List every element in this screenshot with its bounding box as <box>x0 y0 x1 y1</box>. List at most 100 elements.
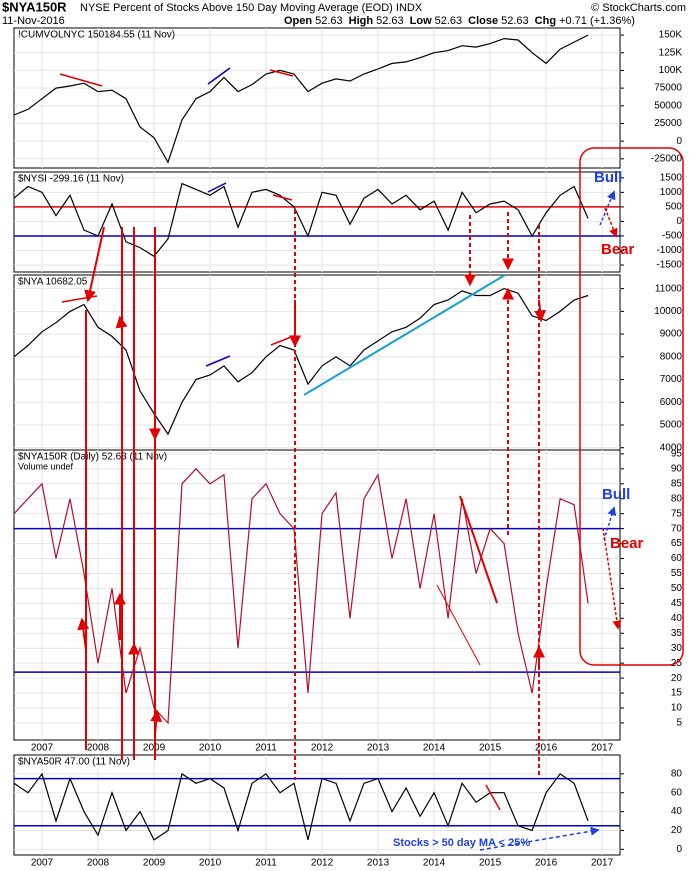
panel: 9590858075706560555045403530252015105$NY… <box>13 449 683 741</box>
x-tick-label: 2011 <box>255 858 277 869</box>
y-tick-label: 30 <box>671 643 683 654</box>
source: © StockCharts.com <box>591 2 686 14</box>
quote-value: 52.63 <box>435 15 463 27</box>
projection-arrow <box>602 527 622 630</box>
y-tick-label: 20 <box>671 825 683 836</box>
trend-line <box>459 495 498 604</box>
y-tick-label: -500 <box>662 231 682 242</box>
y-tick-label: 9000 <box>660 329 683 340</box>
x-tick-label: 2008 <box>87 858 110 869</box>
y-tick-label: 90 <box>671 463 683 474</box>
date: 11-Nov-2016 <box>2 15 65 27</box>
y-tick-label: 11000 <box>655 283 683 294</box>
y-tick-label: 55 <box>671 568 683 579</box>
projection-arrow <box>599 190 616 226</box>
quote-value: 52.63 <box>315 15 343 27</box>
x-tick-label: 2010 <box>199 743 222 754</box>
trend-line <box>207 182 227 193</box>
change-label: Chg <box>535 15 556 27</box>
x-tick-label: 2012 <box>311 858 334 869</box>
plot: 150K125K100K7500050000250000-25000!CUMVO… <box>13 27 683 869</box>
x-tick-label: 2015 <box>479 858 502 869</box>
bear-label: Bear <box>601 241 635 258</box>
x-tick-label: 2012 <box>311 743 334 754</box>
x-tick-label: 2014 <box>423 858 446 869</box>
y-tick-label: -1000 <box>656 245 682 256</box>
y-tick-label: 60 <box>671 553 683 564</box>
trend-line <box>59 73 103 87</box>
y-tick-label: 95 <box>671 449 683 460</box>
x-tick-label: 2015 <box>479 743 502 754</box>
trend-line <box>269 69 294 77</box>
quote-label: Open <box>284 15 312 27</box>
y-tick-label: 50000 <box>654 100 682 111</box>
y-tick-label: 125K <box>659 47 683 58</box>
panel-label: $NYA150R (Daily) 52.63 (11 Nov) <box>18 452 167 463</box>
y-tick-label: 70 <box>671 523 683 534</box>
x-tick-label: 2014 <box>423 743 446 754</box>
x-tick-label: 2013 <box>367 858 390 869</box>
note-label: Stocks > 50 day MA < 25% <box>393 837 530 849</box>
panel-frame <box>13 754 621 856</box>
x-tick-label: 2017 <box>591 743 614 754</box>
bear-label: Bear <box>610 535 644 552</box>
y-tick-label: 40 <box>671 613 683 624</box>
quote-label: Low <box>410 15 432 27</box>
y-tick-label: 0 <box>676 216 682 227</box>
y-tick-label: 60 <box>671 787 683 798</box>
y-tick-label: 80 <box>671 493 683 504</box>
panel-sublabel: Volume undef <box>18 461 74 471</box>
panel: 150K 125K 100K 75000 50000 25000 0 -25000 !CUMVO… <box>13 27 683 169</box>
y-tick-label: 150K <box>659 30 683 41</box>
y-tick-label: 65 <box>671 538 683 549</box>
y-tick-label: 10000 <box>654 306 682 317</box>
series-line <box>13 182 589 258</box>
y-tick-label: 75 <box>671 508 683 519</box>
y-tick-label: 20 <box>671 673 683 684</box>
bull-label: Bull <box>594 169 622 186</box>
y-tick-label: 45 <box>671 598 683 609</box>
quote-label: Close <box>468 15 498 27</box>
overlay <box>59 67 684 851</box>
panel-frame <box>13 274 621 451</box>
panel-label: $NYSI -299.16 (11 Nov) <box>18 174 124 185</box>
panel-label: !CUMVOLNYC 150184.55 (11 Nov) <box>18 30 175 41</box>
y-tick-label: 85 <box>671 478 683 489</box>
y-tick-label: 0 <box>676 136 682 147</box>
panel-label: $NYA50R 47.00 (11 Nov) <box>18 757 130 768</box>
signal-arrow <box>84 226 105 303</box>
symbol: $NYA150R <box>2 0 67 14</box>
change-value: +0.71 (+1.36%) <box>559 15 635 27</box>
x-tick-label: 2017 <box>591 858 614 869</box>
bull-label: Bull <box>602 486 630 503</box>
x-tick-label: 2007 <box>31 743 54 754</box>
y-tick-label: 25000 <box>654 118 682 129</box>
y-tick-label: 1000 <box>660 187 683 198</box>
signal-arrow <box>77 617 90 651</box>
y-tick-label: 5000 <box>660 420 683 431</box>
y-tick-label: 15 <box>671 688 683 699</box>
y-tick-label: 10 <box>671 703 683 714</box>
trend-line <box>272 194 293 201</box>
y-tick-label: 100K <box>659 65 683 76</box>
panel: 1500 1000 500 0 -500 -1000 -1500 $NYSI -299.16 … <box>13 171 683 273</box>
x-tick-label: 2007 <box>31 858 54 869</box>
panel-frame <box>13 171 621 273</box>
projection-arrow <box>604 207 618 238</box>
signal-arrow <box>150 709 163 736</box>
panel: 11000 10000 9000 8000 7000 6000 5000 4000 $NYA 1… <box>13 274 683 453</box>
y-tick-label: 500 <box>665 202 682 213</box>
y-tick-label: 50 <box>671 583 683 594</box>
panel-frame <box>13 27 621 169</box>
series-line <box>13 34 589 164</box>
y-tick-label: 80 <box>671 769 683 780</box>
y-tick-label: 35 <box>671 628 683 639</box>
panel-label: $NYA 10682.05 <box>18 277 88 288</box>
quote: Open 52.63 High 52.63 Low 52.63 Close 52.63 Chg +… <box>284 15 635 27</box>
series-line <box>13 287 589 436</box>
y-tick-label: 1500 <box>660 172 683 183</box>
y-tick-label: -1500 <box>656 260 682 271</box>
trend-line <box>436 584 481 666</box>
x-tick-label: 2008 <box>87 743 110 754</box>
